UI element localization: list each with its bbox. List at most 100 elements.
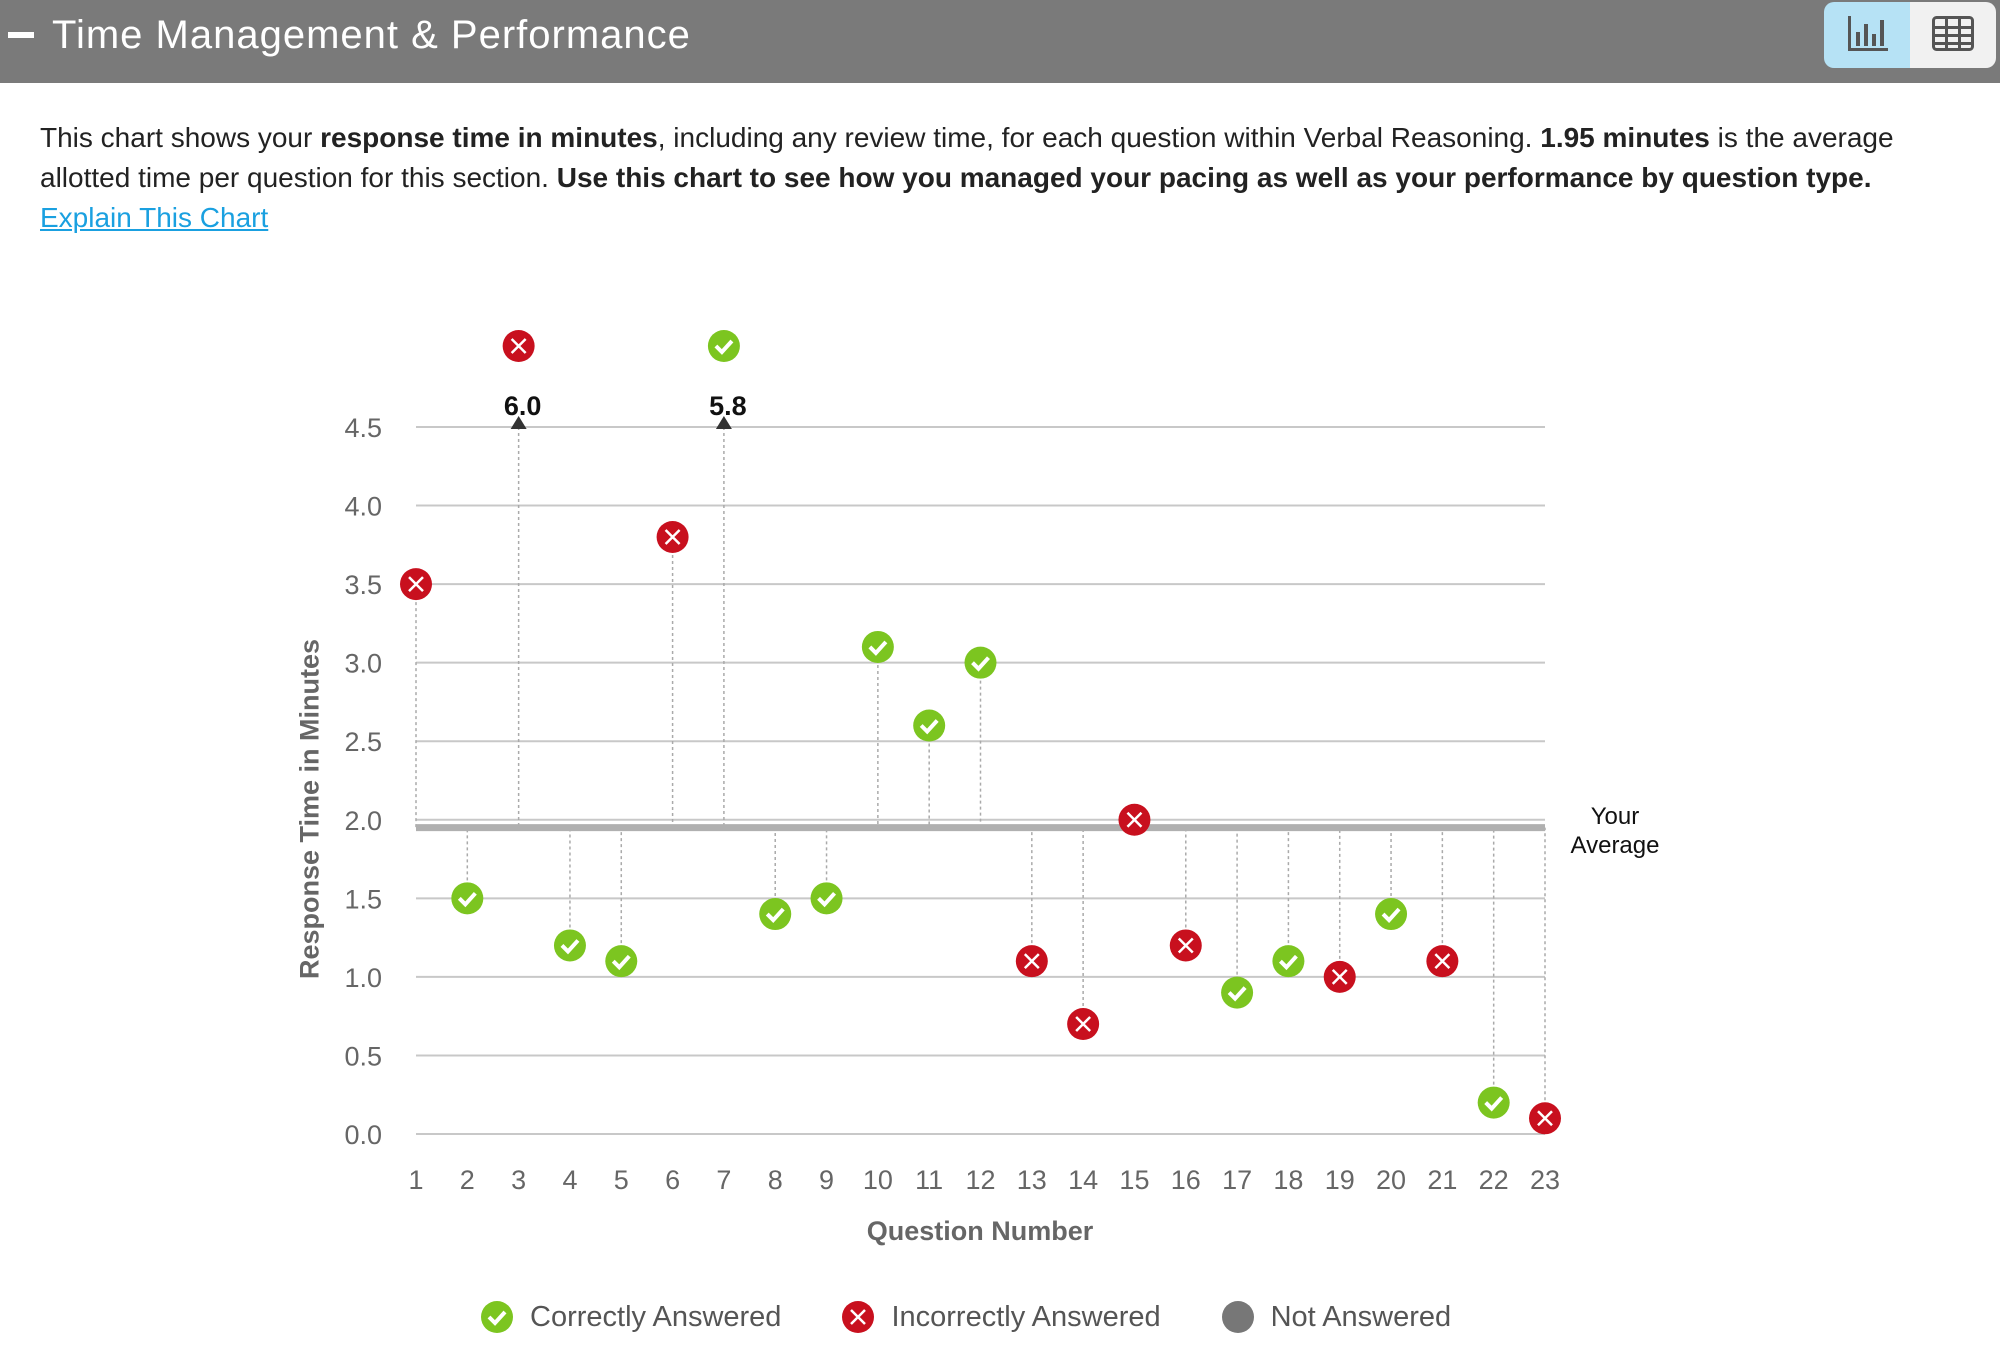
x-tick-label: 4 <box>562 1165 577 1195</box>
check-circle-icon <box>481 1301 513 1333</box>
y-tick-label: 0.0 <box>344 1120 382 1150</box>
table-view-button[interactable] <box>1910 2 1996 68</box>
section-header: Time Management & Performance <box>0 0 2000 83</box>
correct-marker <box>707 330 740 362</box>
x-tick-label: 18 <box>1273 1165 1303 1195</box>
correct-marker <box>553 929 586 962</box>
check-icon <box>919 719 939 735</box>
chart-view-button[interactable] <box>1824 2 1910 68</box>
x-tick-label: 22 <box>1479 1165 1509 1195</box>
off-scale-arrow <box>510 416 527 429</box>
legend-correct: Correctly Answered <box>480 1300 781 1334</box>
x-tick-label: 12 <box>965 1165 995 1195</box>
bar-chart-icon <box>1848 16 1888 51</box>
check-icon <box>560 939 580 955</box>
average-label: Your Average <box>1560 802 1670 860</box>
correct-marker <box>810 882 843 915</box>
y-tick-label: 4.5 <box>344 413 382 443</box>
legend: Correctly Answered Incorrectly Answered … <box>480 1300 1451 1334</box>
x-tick-label: 13 <box>1017 1165 1047 1195</box>
check-icon <box>1278 954 1298 971</box>
x-icon <box>1023 953 1040 970</box>
legend-label: Not Answered <box>1270 1300 1452 1333</box>
check-icon <box>1381 907 1401 923</box>
x-tick-label: 8 <box>768 1165 783 1195</box>
average-label-line2: Average <box>1570 832 1660 859</box>
desc-text: , including any review time, for each qu… <box>657 122 1541 153</box>
correct-marker <box>1272 945 1305 978</box>
off-scale-label: 5.8 <box>709 391 747 421</box>
x-tick-label: 19 <box>1325 1165 1355 1195</box>
check-icon <box>1227 986 1247 1002</box>
desc-text: is the average allotted time per questio… <box>40 122 1894 193</box>
desc-text: This chart shows your <box>40 122 321 153</box>
x-circle-icon <box>842 1301 875 1333</box>
x-tick-label: 6 <box>665 1165 680 1195</box>
legend-not-answered: Not Answered <box>1221 1300 1452 1334</box>
x-icon <box>1537 1110 1553 1127</box>
off-scale-arrow <box>715 416 732 429</box>
x-tick-label: 9 <box>819 1165 834 1195</box>
check-icon <box>611 954 631 971</box>
minus-icon[interactable] <box>8 32 34 38</box>
legend-incorrect: Incorrectly Answered <box>841 1300 1161 1334</box>
chart-description: This chart shows your response time in m… <box>40 118 1970 238</box>
legend-label: Incorrectly Answered <box>891 1300 1161 1333</box>
desc-bold: Use this chart to see how you managed yo… <box>556 162 1872 193</box>
correct-marker <box>605 945 638 978</box>
gray-circle-icon <box>1221 1301 1254 1333</box>
correct-marker <box>1375 898 1408 931</box>
x-tick-label: 2 <box>460 1165 475 1195</box>
x-icon <box>1075 1016 1092 1032</box>
correct-marker <box>1477 1086 1510 1119</box>
y-tick-label: 3.5 <box>344 570 382 600</box>
x-tick-label: 3 <box>511 1165 526 1195</box>
x-icon <box>664 529 681 545</box>
y-axis-title: Response Time in Minutes <box>294 638 325 980</box>
x-tick-label: 16 <box>1171 1165 1201 1195</box>
x-tick-label: 17 <box>1222 1165 1252 1195</box>
correct-marker <box>861 630 894 663</box>
x-tick-label: 20 <box>1376 1165 1406 1195</box>
check-icon <box>1484 1096 1504 1112</box>
y-tick-label: 3.0 <box>344 649 382 679</box>
correct-marker <box>964 646 997 679</box>
check-icon <box>817 891 837 908</box>
table-icon <box>1932 16 1974 51</box>
off-scale-label: 6.0 <box>504 391 542 421</box>
check-icon <box>765 907 785 923</box>
y-tick-label: 4.0 <box>344 492 382 522</box>
y-tick-label: 2.5 <box>344 727 382 757</box>
desc-bold: 1.95 minutes <box>1540 122 1710 153</box>
x-icon <box>1126 811 1143 828</box>
x-tick-label: 11 <box>915 1165 943 1195</box>
correct-marker <box>1221 976 1254 1009</box>
explain-chart-link[interactable]: Explain This Chart <box>40 202 269 233</box>
x-tick-label: 23 <box>1530 1165 1560 1195</box>
x-tick-label: 15 <box>1119 1165 1149 1195</box>
x-tick-label: 21 <box>1427 1165 1457 1195</box>
x-tick-label: 10 <box>863 1165 893 1195</box>
check-icon <box>868 640 888 656</box>
x-icon <box>1177 937 1194 954</box>
check-icon <box>714 339 734 355</box>
correct-marker <box>451 882 484 915</box>
x-icon <box>1331 969 1348 985</box>
y-tick-label: 1.0 <box>344 963 382 993</box>
x-icon <box>1434 953 1451 970</box>
average-label-line1: Your <box>1590 803 1640 830</box>
y-tick-label: 2.0 <box>344 806 382 836</box>
x-tick-label: 1 <box>408 1165 423 1195</box>
y-tick-label: 0.5 <box>344 1041 382 1071</box>
check-icon <box>971 656 990 672</box>
desc-bold: response time in minutes <box>320 122 658 153</box>
y-tick-label: 1.5 <box>344 884 382 914</box>
correct-marker <box>913 709 946 742</box>
legend-label: Correctly Answered <box>530 1300 782 1333</box>
x-tick-label: 5 <box>614 1165 629 1195</box>
x-icon <box>510 338 527 354</box>
x-tick-label: 14 <box>1068 1165 1098 1195</box>
x-tick-label: 7 <box>716 1165 731 1195</box>
section-title: Time Management & Performance <box>52 13 691 57</box>
